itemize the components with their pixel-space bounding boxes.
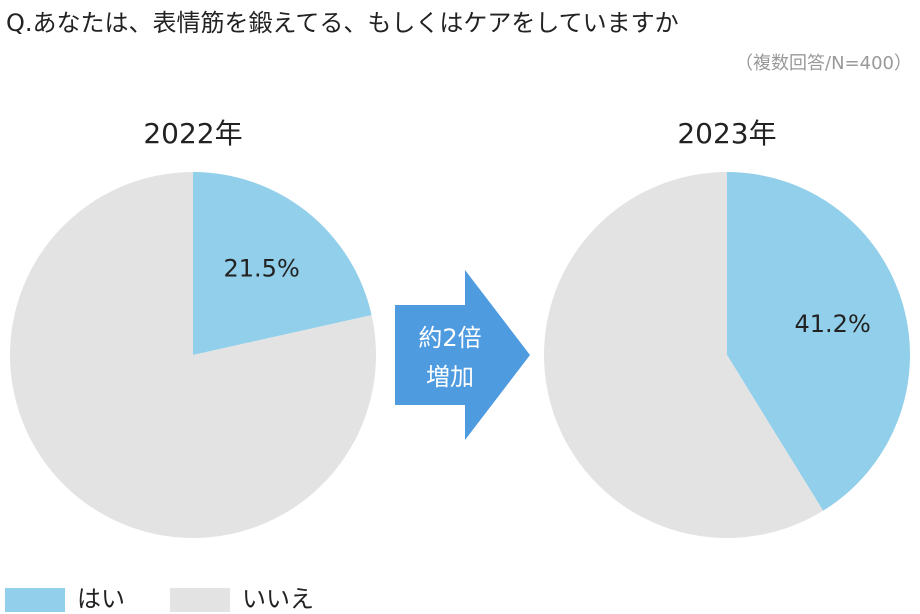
pie-slice	[727, 172, 911, 511]
pie-slice	[9, 172, 377, 538]
legend-swatch	[5, 588, 65, 612]
subtitle: （複数回答/N=400）	[735, 53, 912, 74]
legend-label: いいえ	[242, 585, 314, 613]
pie-title: 2022年	[143, 117, 242, 150]
pie-slice	[544, 172, 824, 538]
pie-slice	[193, 172, 372, 355]
legend-label: はい	[77, 585, 125, 613]
question-title: Q.あなたは、表情筋を鍛えてる、もしくはケアをしていますか	[6, 9, 679, 37]
increase-arrow	[395, 270, 530, 440]
arrow-label: 約2倍	[418, 324, 481, 352]
legend-swatch	[170, 588, 230, 612]
value-label: 21.5%	[224, 254, 300, 282]
pie-title: 2023年	[677, 117, 776, 150]
value-label: 41.2%	[795, 310, 871, 338]
arrow-label: 増加	[426, 363, 474, 391]
